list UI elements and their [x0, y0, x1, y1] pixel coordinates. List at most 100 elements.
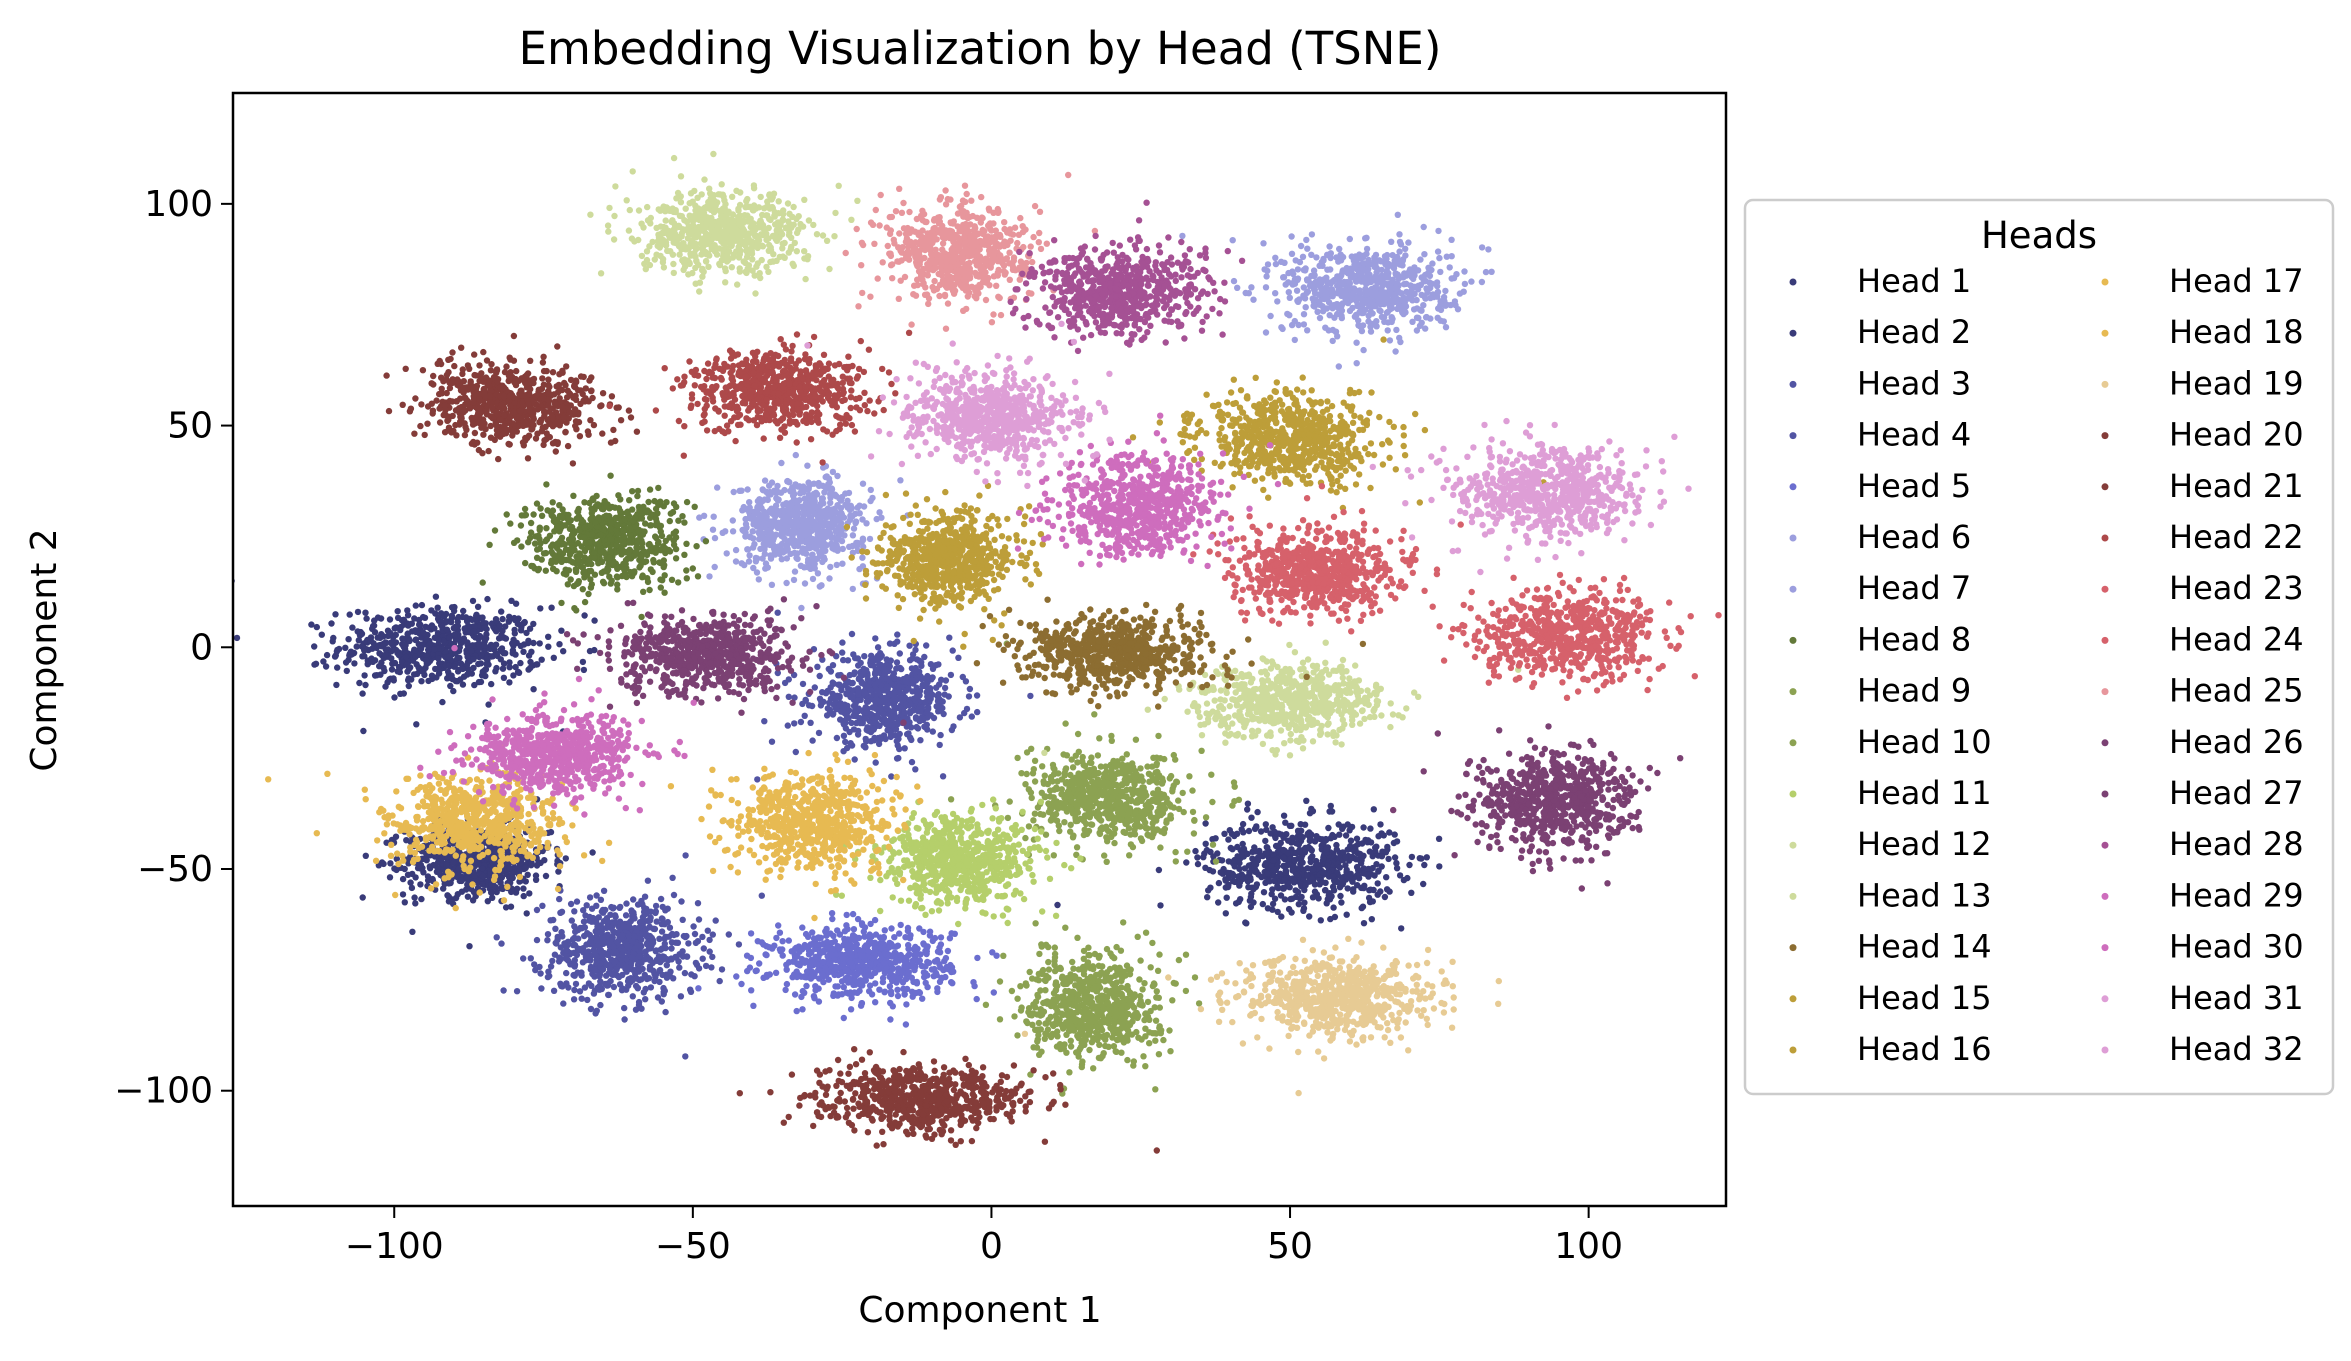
data-point: [840, 656, 847, 664]
data-point: [904, 924, 912, 932]
data-point: [597, 978, 604, 985]
data-point: [488, 889, 495, 896]
data-point: [815, 729, 823, 737]
data-point: [1309, 853, 1316, 860]
data-point: [921, 653, 928, 661]
data-point: [863, 709, 870, 716]
data-point: [482, 672, 489, 680]
data-point: [572, 928, 579, 935]
data-point: [677, 993, 685, 1000]
data-point: [748, 987, 755, 994]
data-point: [830, 990, 837, 997]
data-point: [784, 722, 791, 729]
data-point: [332, 611, 339, 618]
data-point: [463, 661, 471, 669]
data-point: [851, 756, 858, 763]
data-point: [1302, 304, 1309, 311]
data-point: [661, 987, 668, 995]
data-point: [1404, 874, 1411, 882]
data-point: [867, 497, 874, 505]
data-point: [532, 966, 539, 974]
data-point: [1247, 903, 1255, 911]
data-point: [1396, 231, 1403, 238]
data-point: [893, 659, 901, 666]
data-point: [682, 1053, 689, 1060]
data-point: [894, 631, 901, 638]
data-point: [930, 714, 938, 722]
data-point: [349, 624, 356, 631]
data-point: [397, 690, 404, 697]
data-point: [330, 634, 337, 642]
data-point: [822, 928, 829, 935]
data-point: [678, 898, 685, 905]
data-point: [492, 668, 499, 675]
data-point: [411, 894, 418, 901]
data-point: [1420, 223, 1427, 231]
data-point: [1297, 833, 1305, 840]
data-point: [1381, 893, 1389, 901]
data-point: [368, 655, 375, 662]
data-point: [1285, 905, 1293, 913]
data-point: [799, 987, 806, 995]
data-point: [862, 744, 869, 751]
data-point: [1442, 287, 1449, 295]
data-point: [1393, 860, 1400, 867]
data-point: [488, 653, 495, 660]
data-point: [470, 656, 477, 663]
data-point: [946, 935, 954, 942]
data-point: [925, 705, 932, 713]
data-point: [562, 855, 569, 862]
data-point: [532, 876, 540, 883]
data-point: [816, 941, 824, 948]
data-point: [916, 668, 923, 675]
data-point: [579, 658, 587, 666]
data-point: [523, 629, 530, 637]
data-point: [812, 983, 819, 990]
data-point: [593, 936, 600, 943]
data-point: [1378, 853, 1386, 860]
data-point: [1267, 312, 1274, 320]
data-point: [826, 575, 833, 582]
data-point: [944, 947, 952, 955]
data-point: [848, 630, 856, 638]
data-point: [829, 679, 836, 686]
data-point: [792, 748, 799, 756]
data-point: [638, 1005, 645, 1012]
data-point: [448, 672, 455, 679]
data-point: [642, 985, 649, 993]
data-point: [475, 660, 482, 668]
data-point: [1269, 906, 1276, 913]
data-point: [1310, 866, 1317, 873]
data-point: [1249, 855, 1256, 862]
data-point: [378, 859, 386, 866]
data-point: [359, 690, 366, 697]
data-point: [1435, 227, 1442, 235]
data-point: [766, 482, 773, 489]
data-point: [1368, 916, 1376, 923]
data-point: [937, 934, 945, 941]
data-point: [533, 936, 541, 944]
data-point: [773, 934, 780, 942]
data-point: [816, 502, 824, 510]
data-point: [669, 874, 676, 881]
data-point: [801, 712, 808, 719]
data-point: [857, 673, 864, 680]
data-point: [1222, 910, 1230, 917]
data-point: [322, 663, 330, 670]
data-point: [420, 629, 427, 636]
data-point: [849, 910, 857, 918]
data-point: [881, 927, 888, 934]
data-point: [1278, 324, 1285, 331]
data-point: [1319, 308, 1327, 315]
data-point: [426, 640, 434, 647]
data-point: [597, 929, 604, 936]
data-point: [706, 948, 713, 955]
data-point: [711, 534, 719, 542]
data-point: [358, 643, 366, 650]
data-point: [419, 613, 427, 621]
data-point: [360, 727, 367, 735]
data-point: [548, 604, 555, 611]
data-point: [464, 653, 471, 661]
data-point: [828, 951, 836, 959]
